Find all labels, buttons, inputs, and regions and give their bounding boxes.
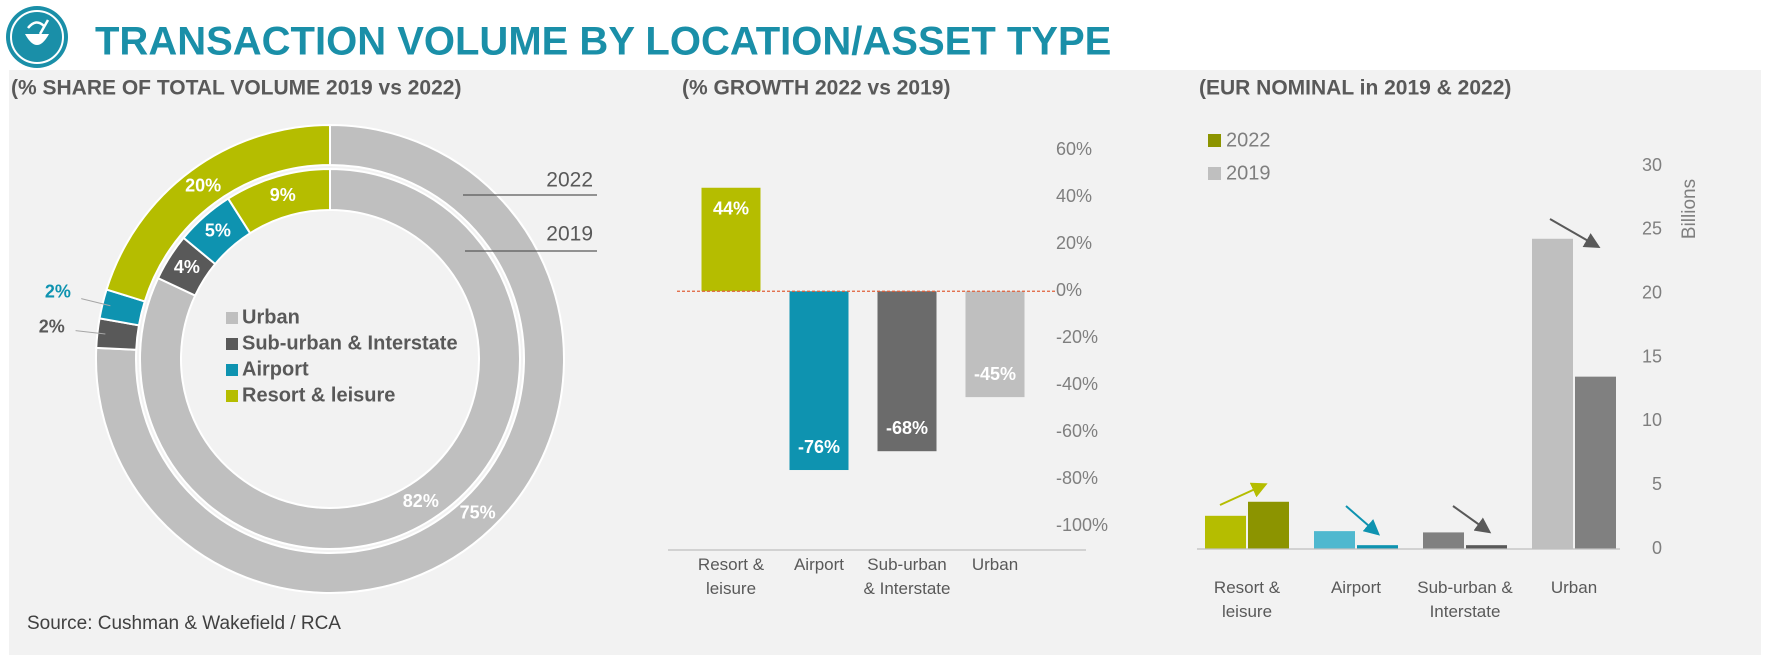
chart-subtitle: (% GROWTH 2022 vs 2019): [682, 77, 950, 100]
bar: [877, 291, 937, 452]
data-label: 9%: [270, 185, 296, 205]
bar: [1575, 376, 1616, 549]
legend-label: 2019: [1226, 162, 1271, 184]
chart-subtitle: (EUR NOMINAL in 2019 & 2022): [1199, 77, 1511, 100]
donut-segment: [105, 123, 331, 303]
x-tick-label: Urban: [1550, 578, 1598, 597]
data-label: -76%: [798, 437, 840, 457]
x-tick-label: Resort & leisure: [1213, 578, 1281, 621]
data-label: -45%: [974, 364, 1016, 384]
y-tick-label: 40%: [1056, 186, 1092, 206]
legend-label: 2022: [1226, 129, 1271, 151]
bar: [789, 291, 849, 471]
data-label: 4%: [174, 257, 200, 277]
bar: [1423, 532, 1464, 549]
donut-segment: [95, 123, 565, 594]
y-tick-label: 5: [1652, 474, 1662, 494]
donut-segment: [226, 167, 331, 235]
y-tick-label: -40%: [1056, 374, 1098, 394]
source: Source: Cushman & Wakefield / RCA: [27, 613, 341, 634]
x-tick-label: Airport: [1330, 578, 1382, 597]
bar: [965, 291, 1025, 398]
legend-swatch: [1208, 167, 1221, 180]
chart-subtitle: (% SHARE OF TOTAL VOLUME 2019 vs 2022): [11, 77, 461, 100]
data-label: 2%: [45, 282, 71, 302]
legend-label: Airport: [242, 358, 309, 380]
data-label: 44%: [713, 199, 749, 219]
bar: [1357, 545, 1398, 549]
trend-arrows: [1219, 218, 1601, 536]
y-tick-label: 20: [1642, 282, 1662, 302]
y-tick-label: 10: [1642, 410, 1662, 430]
legend-swatch: [226, 338, 238, 350]
legend-swatch: [226, 390, 238, 402]
y-tick-label: 15: [1642, 346, 1662, 366]
ring-label: 2022: [546, 169, 593, 192]
legend-label: Urban: [242, 306, 300, 328]
leader-line: [81, 298, 111, 307]
x-tick-label: Sub-urban & Interstate: [863, 555, 951, 598]
bar: [1466, 545, 1507, 549]
bar: [1205, 515, 1246, 549]
data-label: 20%: [185, 175, 221, 195]
data-label: -68%: [886, 418, 928, 438]
bar: [1248, 501, 1289, 549]
y-tick-label: 0: [1652, 538, 1662, 558]
y-tick-label: 30: [1642, 155, 1662, 175]
bar: [701, 187, 761, 292]
bar: [1314, 531, 1355, 549]
legend-label: Resort & leisure: [242, 384, 395, 406]
legend-swatch: [1208, 134, 1221, 147]
leader-line: [75, 330, 106, 335]
ring-label: 2019: [546, 223, 593, 246]
y-tick-label: -60%: [1056, 421, 1098, 441]
x-tick-label: Sub-urban & Interstate: [1417, 578, 1513, 621]
legend-swatch: [226, 312, 238, 324]
y-axis-label: Billions: [1679, 179, 1700, 239]
y-tick-label: 25: [1642, 219, 1662, 239]
x-tick-label: Resort & leisure: [697, 555, 765, 598]
y-tick-label: 60%: [1056, 139, 1092, 159]
data-label: 82%: [403, 491, 439, 511]
legend-label: Sub-urban & Interstate: [242, 332, 458, 354]
page-title: TRANSACTION VOLUME BY LOCATION/ASSET TYP…: [95, 20, 1111, 64]
logo: [6, 6, 68, 68]
donut-segment: [139, 167, 521, 550]
data-label: 2%: [39, 317, 65, 337]
x-tick-label: Airport: [793, 555, 845, 574]
y-tick-label: 0%: [1056, 280, 1082, 300]
y-tick-label: -80%: [1056, 468, 1098, 488]
y-tick-label: -100%: [1056, 515, 1108, 535]
data-label: 5%: [205, 221, 231, 241]
y-tick-label: 20%: [1056, 233, 1092, 253]
y-tick-label: -20%: [1056, 327, 1098, 347]
legend-swatch: [226, 364, 238, 376]
x-tick-label: Urban: [971, 555, 1019, 574]
data-label: 75%: [460, 503, 496, 523]
bar: [1532, 238, 1573, 549]
